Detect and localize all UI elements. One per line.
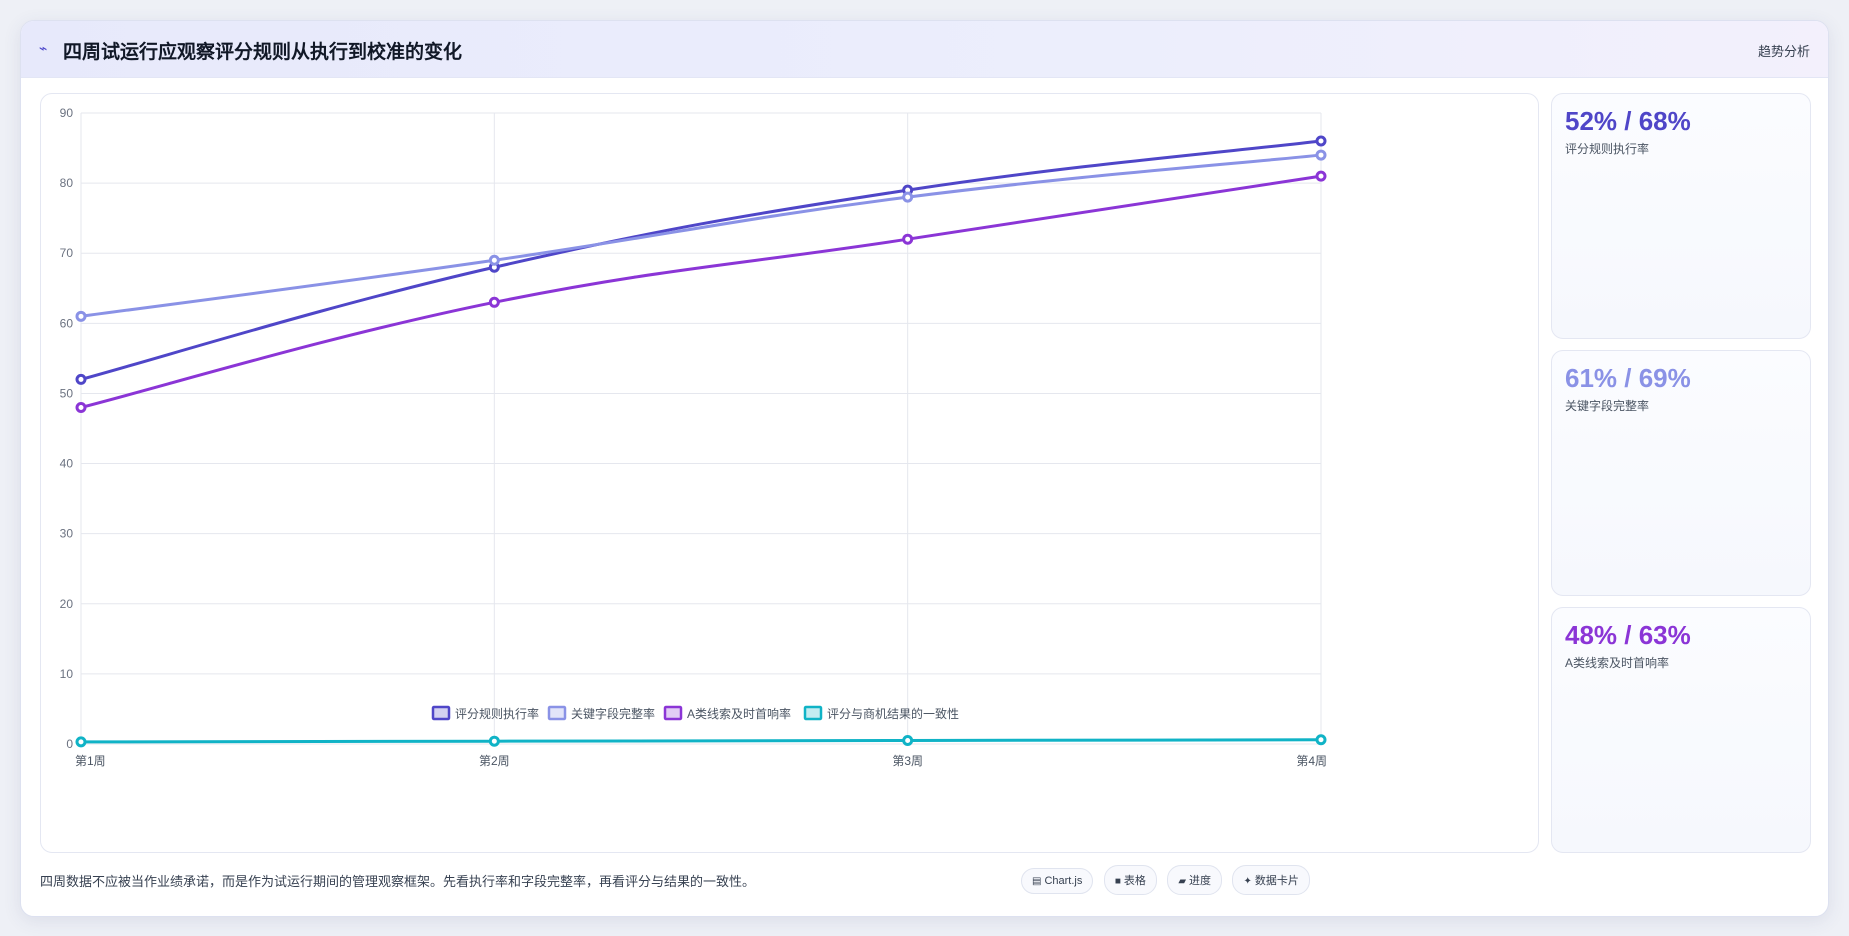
x-tick-label: 第4周 [1296, 754, 1327, 768]
data-point [902, 233, 914, 245]
data-point [488, 296, 500, 308]
legend-swatch [803, 705, 823, 721]
y-tick-label: 90 [60, 106, 74, 120]
stat-card-3: 48% / 63% A类线索及时首响率 [1551, 607, 1811, 853]
data-point [902, 191, 914, 203]
legend-swatch [547, 705, 567, 721]
y-tick-label: 60 [60, 316, 74, 330]
data-point [1315, 734, 1327, 746]
data-point [1315, 135, 1327, 147]
legend-label: 关键字段完整率 [571, 706, 655, 721]
series-line [80, 139, 1322, 381]
y-tick-label: 20 [60, 597, 74, 611]
chip-label: 数据卡片 [1254, 875, 1299, 887]
stat-card-2: 61% / 69% 关键字段完整率 [1551, 350, 1811, 596]
stat-label: 评分规则执行率 [1565, 142, 1650, 156]
chip-label: 进度 [1189, 875, 1212, 887]
y-tick-label: 40 [60, 457, 74, 471]
y-tick-label: 70 [60, 246, 74, 260]
x-tick-label: 第1周 [75, 754, 106, 768]
line-chart: 0 10 20 30 40 50 60 70 80 90 第1周 第2周 第3周 第4周 评分规则执行率 关键… [60, 106, 1327, 768]
legend-label: 评分与商机结果的一致性 [827, 706, 959, 721]
chip-row: ▤ Chart.js ■ 表格 ▰ 进度 ✦ 数据卡片 [1021, 865, 1316, 895]
y-tick-label: 0 [66, 737, 73, 751]
sparkle-icon: ✦ [1243, 876, 1252, 887]
footer-note: 四周数据不应被当作业绩承诺，而是作为试运行期间的管理观察框架。先看执行率和字段完… [40, 874, 756, 889]
data-point [902, 734, 914, 746]
header-badge: 趋势分析 [1757, 44, 1810, 59]
stat-label: 关键字段完整率 [1565, 399, 1650, 413]
trend-card: ⌁ 四周试运行应观察评分规则从执行到校准的变化 趋势分析 0 10 20 30 40 50… [20, 20, 1829, 917]
chip-chartjs[interactable]: ▤ Chart.js [1021, 868, 1094, 894]
legend-swatch [663, 705, 683, 721]
legend-label: 评分规则执行率 [455, 706, 539, 721]
series-line [80, 738, 1322, 744]
card-header: ⌁ 四周试运行应观察评分规则从执行到校准的变化 趋势分析 [21, 21, 1828, 78]
stat-label: A类线索及时首响率 [1565, 656, 1670, 670]
stat-value: 48% / 63% [1565, 620, 1691, 650]
legend-label: A类线索及时首响率 [687, 706, 791, 721]
stat-value: 52% / 68% [1565, 106, 1691, 136]
table-icon: ■ [1114, 876, 1121, 887]
data-point [75, 310, 87, 322]
y-tick-label: 80 [60, 176, 74, 190]
x-tick-label: 第2周 [479, 754, 510, 768]
data-point [75, 736, 87, 748]
stat-value: 61% / 69% [1565, 363, 1691, 393]
chip-label: 表格 [1123, 875, 1146, 887]
chip-progress[interactable]: ▰ 进度 [1167, 865, 1223, 895]
data-point [75, 373, 87, 385]
stat-card-1: 52% / 68% 评分规则执行率 [1551, 93, 1811, 339]
x-tick-label: 第3周 [892, 754, 923, 768]
data-point [1315, 149, 1327, 161]
trend-line-icon: ⌁ [39, 40, 48, 56]
y-tick-label: 50 [60, 386, 74, 400]
series-line [80, 174, 1322, 409]
y-tick-label: 10 [60, 667, 74, 681]
data-point [488, 254, 500, 266]
series-line [80, 153, 1322, 318]
data-point [1315, 170, 1327, 182]
chart-panel: 0 10 20 30 40 50 60 70 80 90 第1周 第2周 第3周 第4周 评分规则执行率 关键… [40, 93, 1539, 853]
chip-table[interactable]: ■ 表格 [1103, 865, 1157, 895]
chip-data-card[interactable]: ✦ 数据卡片 [1232, 865, 1310, 895]
data-point [488, 735, 500, 747]
chip-label: Chart.js [1044, 875, 1083, 887]
data-point [75, 401, 87, 413]
page-title: 四周试运行应观察评分规则从执行到校准的变化 [63, 42, 463, 63]
legend-swatch [431, 705, 451, 721]
chart-icon: ▤ [1032, 876, 1042, 887]
progress-icon: ▰ [1178, 876, 1187, 887]
y-tick-label: 30 [60, 527, 74, 541]
